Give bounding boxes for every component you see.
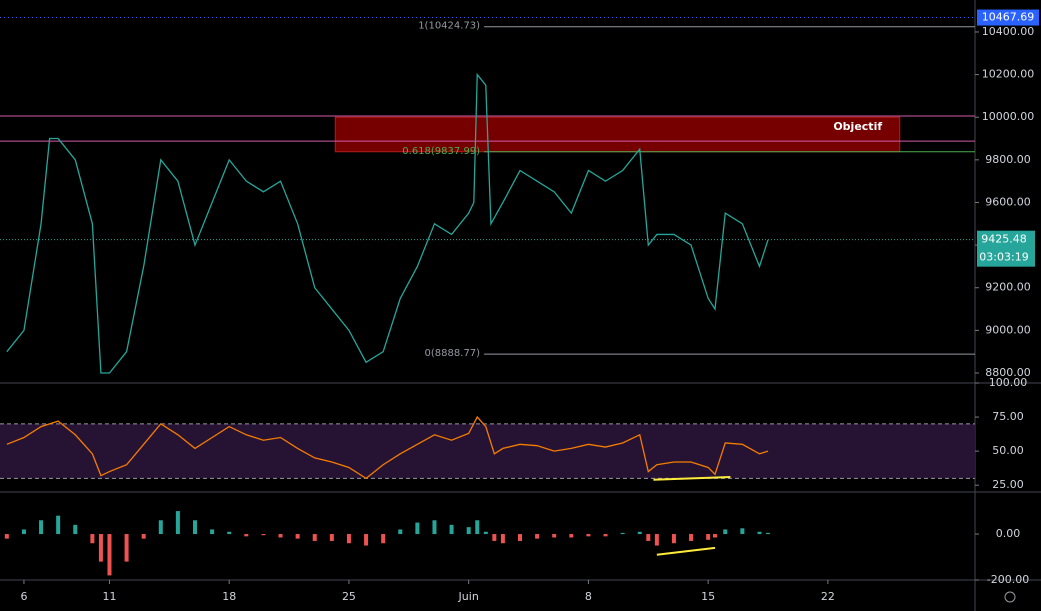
histogram-bar: [620, 532, 625, 535]
y-tick-label: 75.00: [992, 410, 1024, 423]
histogram-bar: [98, 534, 103, 562]
trendline: [653, 476, 731, 481]
y-tick-label: 10200.00: [982, 68, 1035, 81]
histogram-bar: [227, 531, 232, 535]
y-tick-label: 9200.00: [985, 281, 1031, 294]
histogram-bar: [244, 534, 249, 537]
countdown-text: 03:03:19: [979, 251, 1028, 264]
y-tick-label: 50.00: [992, 444, 1024, 457]
histogram-bar: [466, 527, 471, 535]
x-tick-label: 18: [222, 590, 236, 603]
histogram-bar: [740, 528, 745, 535]
y-tick-label: 9000.00: [985, 323, 1031, 336]
y-tick-label: -200.00: [987, 573, 1029, 586]
y-tick-label: 25.00: [992, 478, 1024, 491]
histogram-bar: [475, 520, 480, 535]
histogram-bar: [278, 534, 283, 538]
histogram-bar: [364, 534, 369, 546]
histogram-bar: [689, 534, 694, 541]
histogram-bar: [637, 531, 642, 535]
x-tick-label: 11: [102, 590, 116, 603]
histogram-bar: [483, 531, 488, 535]
x-tick-label: 22: [821, 590, 835, 603]
histogram-bar: [766, 532, 771, 535]
histogram-bar: [492, 534, 497, 541]
histogram-bar: [654, 534, 659, 546]
histogram-bar: [398, 529, 403, 535]
fib-label: 0.618(9837.99): [402, 146, 480, 157]
histogram-bar: [56, 515, 61, 535]
histogram-bar: [518, 534, 522, 541]
histogram-bar: [569, 534, 574, 538]
y-tick-label: 8800.00: [985, 366, 1031, 379]
histogram-bar: [706, 534, 711, 540]
high-text: 10467.69: [982, 11, 1035, 24]
histogram-bar: [295, 534, 300, 539]
fib-label: 1(10424.73): [418, 21, 480, 32]
x-tick-label: Juin: [458, 590, 479, 603]
y-tick-label: 9800.00: [985, 153, 1031, 166]
last-price-box: [977, 230, 1035, 267]
histogram-bar: [381, 534, 386, 544]
y-tick-label: 10000.00: [982, 110, 1035, 123]
y-tick-label: 0.00: [996, 527, 1021, 540]
histogram-bar: [261, 534, 266, 536]
histogram-bar: [90, 534, 95, 544]
histogram-bar: [210, 529, 215, 535]
histogram-bar: [73, 524, 78, 535]
high-box: [977, 9, 1039, 26]
y-tick-label: 10400.00: [982, 25, 1035, 38]
series-line: [6, 415, 769, 480]
histogram-bar: [671, 534, 676, 544]
histogram-bar: [124, 534, 129, 562]
histogram-bar: [757, 531, 762, 535]
last-price-text: 9425.48: [981, 233, 1027, 246]
trendline: [656, 546, 716, 556]
histogram-bar: [713, 534, 717, 538]
histogram-bar: [175, 511, 180, 535]
histogram-bar: [535, 534, 540, 539]
series-line: [6, 72, 769, 374]
histogram-bar: [500, 534, 505, 544]
histogram-bar: [4, 534, 9, 539]
histogram-bar: [141, 534, 146, 539]
histogram-bar: [107, 534, 112, 576]
histogram-bar: [723, 529, 728, 535]
histogram-bar: [312, 534, 317, 541]
histogram-bar: [39, 520, 44, 535]
settings-icon[interactable]: [1004, 591, 1016, 603]
histogram-bar: [415, 522, 420, 535]
histogram-bar: [158, 520, 163, 535]
fib-label: 0(8888.77): [425, 348, 481, 359]
histogram-bar: [329, 534, 334, 541]
y-tick-label: 9600.00: [985, 195, 1031, 208]
histogram-bar: [21, 529, 26, 535]
zone-label: Objectif: [833, 120, 882, 133]
x-tick-label: 8: [585, 590, 592, 603]
histogram-bar: [432, 520, 437, 535]
y-tick-label: 100.00: [989, 376, 1028, 389]
histogram-bar: [646, 534, 651, 541]
histogram-bar: [552, 534, 557, 538]
histogram-bar: [603, 534, 608, 537]
x-tick-label: 6: [20, 590, 27, 603]
x-tick-label: 25: [342, 590, 356, 603]
histogram-bar: [586, 534, 591, 537]
histogram-bar: [346, 534, 351, 544]
x-tick-label: 15: [701, 590, 715, 603]
histogram-bar: [193, 520, 197, 535]
histogram-bar: [449, 524, 454, 535]
